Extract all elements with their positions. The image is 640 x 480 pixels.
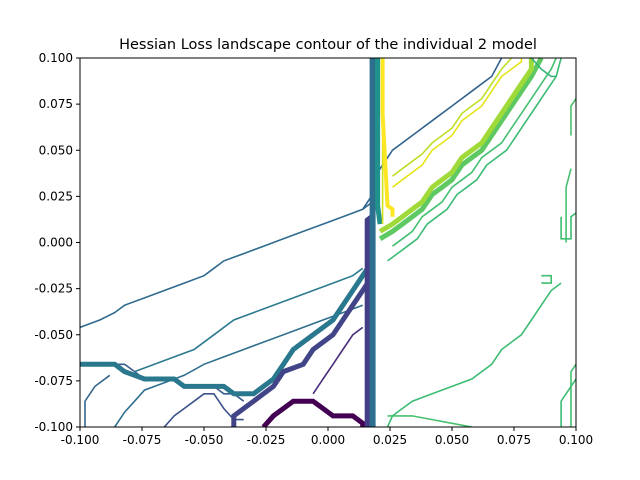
contour-line-15 <box>378 58 534 234</box>
contour-line-18 <box>392 58 523 188</box>
contour-line-30 <box>560 378 576 427</box>
contour-line-19 <box>392 58 513 177</box>
x-tick-label: -0.025 <box>247 433 286 447</box>
x-tick-label: 0.050 <box>435 433 469 447</box>
contour-line-0 <box>80 363 245 402</box>
contour-line-26 <box>541 274 553 284</box>
y-tick-label: -0.025 <box>34 282 73 296</box>
x-tick-label: 0.075 <box>497 433 531 447</box>
contour-lines <box>80 58 576 427</box>
contour-line-8 <box>231 274 375 427</box>
y-tick-label: -0.050 <box>34 328 73 342</box>
contour-line-5 <box>114 304 363 427</box>
contour-line-25 <box>565 168 572 243</box>
y-tick-label: 0.050 <box>39 143 73 157</box>
x-axis: -0.100 -0.075 -0.050 -0.025 0.000 0.025 0.050 0… <box>61 427 593 447</box>
x-tick-label: -0.100 <box>61 433 100 447</box>
contour-line-21 <box>387 58 562 262</box>
contour-line-17 <box>380 58 395 217</box>
contour-line-4 <box>134 267 364 373</box>
y-tick-label: 0.000 <box>39 236 73 250</box>
contour-line-1 <box>84 374 111 427</box>
contour-line-7 <box>80 259 375 397</box>
contour-line-10 <box>312 326 364 395</box>
contour-line-13 <box>375 58 383 225</box>
contour-line-9 <box>261 398 366 427</box>
chart-title: Hessian Loss landscape contour of the in… <box>119 37 537 53</box>
contour-line-2 <box>163 392 244 427</box>
contour-line-24 <box>560 212 576 240</box>
x-tick-label: -0.050 <box>185 433 224 447</box>
contour-line-28 <box>387 415 472 427</box>
y-tick-label: 0.100 <box>39 51 73 65</box>
contour-line-22 <box>530 58 557 78</box>
contour-line-23 <box>570 98 576 136</box>
contour-line-27 <box>386 282 562 427</box>
x-tick-label: -0.075 <box>123 433 162 447</box>
y-axis: -0.100 -0.075 -0.050 -0.025 0.000 0.025 0.050 0… <box>34 51 80 434</box>
contour-line-20 <box>392 58 557 247</box>
contour-line-14 <box>378 58 544 241</box>
x-tick-label: 0.000 <box>311 433 345 447</box>
y-tick-label: 0.075 <box>39 97 73 111</box>
contour-line-11 <box>364 214 375 427</box>
contour-line-29 <box>570 363 576 427</box>
y-tick-label: -0.075 <box>34 374 73 388</box>
x-tick-label: 0.100 <box>559 433 593 447</box>
y-tick-label: 0.025 <box>39 189 73 203</box>
y-tick-label: -0.100 <box>34 420 73 434</box>
contour-line-3 <box>80 201 374 329</box>
x-tick-label: 0.025 <box>373 433 407 447</box>
